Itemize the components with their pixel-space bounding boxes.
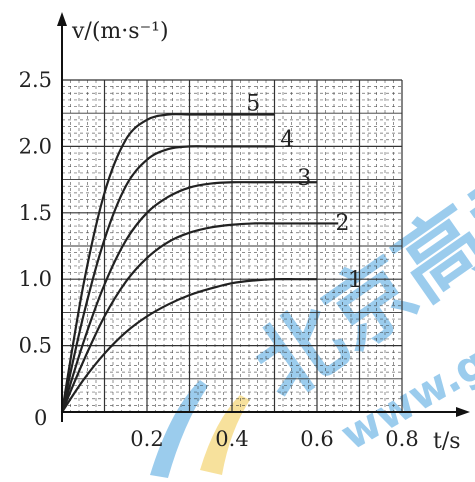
y-tick-label: 2.5	[19, 68, 52, 92]
y-axis-arrow	[57, 12, 67, 26]
origin-label: 0	[34, 406, 47, 430]
axes: v/(m·s⁻¹) t/s 0	[34, 12, 470, 454]
x-tick-label: 0.8	[385, 427, 418, 451]
watermark-yellow-stroke	[200, 395, 250, 475]
x-tick-label: 0.6	[300, 427, 333, 451]
curves	[60, 113, 339, 413]
x-tick-label: 0.4	[215, 427, 248, 451]
curve-4	[60, 145, 275, 413]
watermark-blue-stroke	[150, 380, 208, 478]
curve-label-5: 5	[246, 92, 260, 117]
curve-label-1: 1	[348, 268, 362, 293]
curve-1	[61, 278, 317, 413]
curve-3	[60, 181, 317, 413]
y-tick-label: 0.5	[19, 334, 52, 358]
curve-label-4: 4	[280, 127, 294, 152]
y-axis-label: v/(m·s⁻¹)	[71, 19, 169, 44]
grid	[61, 79, 403, 413]
x-tick-label: 0.2	[130, 427, 163, 451]
tick-labels: 0.2 0.4 0.6 0.8 0.5 1.0 1.5 2.0 2.5	[19, 68, 419, 451]
x-axis-arrow	[456, 407, 470, 417]
x-axis-label: t/s	[433, 429, 461, 454]
curve-label-3: 3	[297, 166, 311, 191]
curve-label-2: 2	[336, 211, 350, 236]
y-tick-label: 1.5	[19, 201, 52, 225]
y-tick-label: 2.0	[19, 134, 52, 158]
y-tick-label: 1.0	[19, 267, 52, 291]
curve-5	[60, 113, 275, 413]
curve-2	[60, 222, 339, 413]
